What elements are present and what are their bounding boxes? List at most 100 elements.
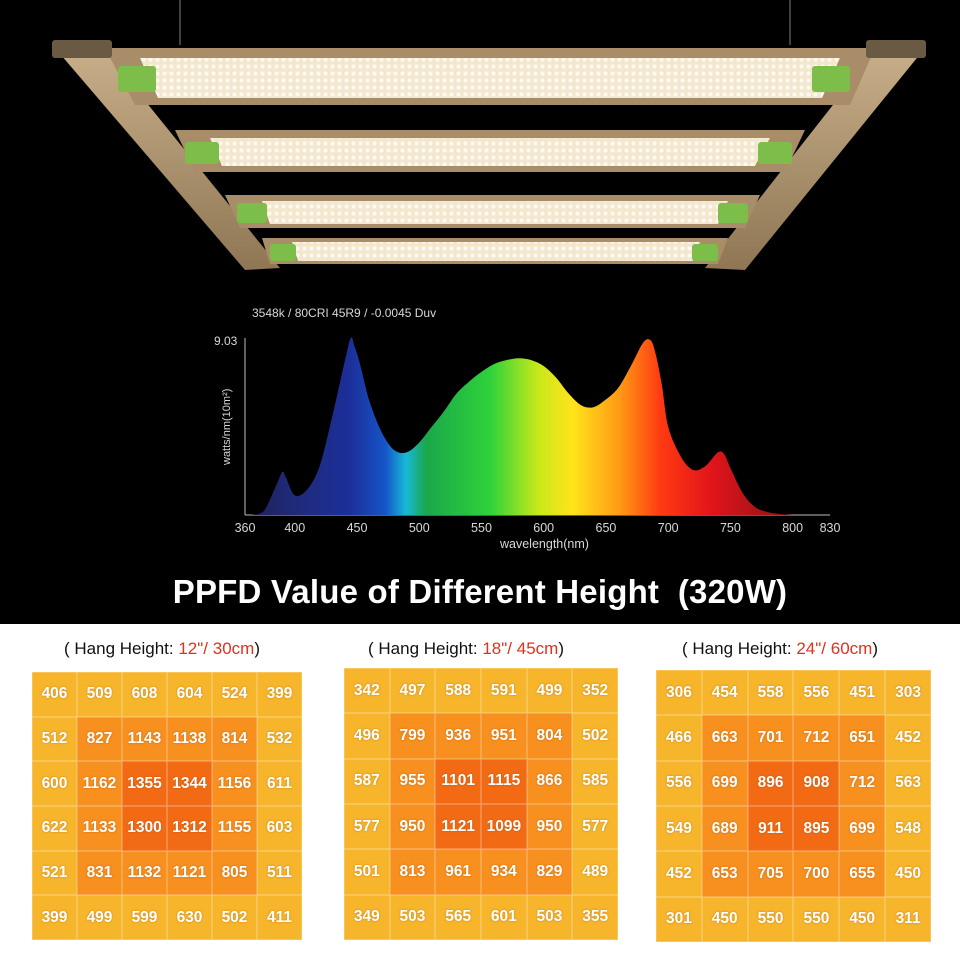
ppfd-cell: 532 <box>257 716 302 762</box>
ppfd-cell: 342 <box>344 668 390 714</box>
ppfd-cell: 450 <box>885 851 931 897</box>
ppfd-cell: 630 <box>167 895 212 940</box>
caption-height-value: 12"/ 30cm <box>178 639 255 658</box>
ppfd-cell: 950 <box>389 803 436 850</box>
x-tick-label: 550 <box>471 521 492 535</box>
ppfd-cell: 450 <box>701 896 748 942</box>
ppfd-cell: 587 <box>344 758 390 804</box>
ppfd-cell: 452 <box>885 715 931 761</box>
ppfd-cell: 1138 <box>167 716 212 762</box>
ppfd-cell: 699 <box>701 760 748 806</box>
ppfd-cell: 1099 <box>481 803 527 850</box>
ppfd-cell: 1101 <box>435 758 481 804</box>
ppfd-cell: 450 <box>839 896 886 942</box>
ppfd-cell: 600 <box>32 761 77 806</box>
ppfd-cell: 550 <box>793 896 840 942</box>
ppfd-cell: 827 <box>77 716 122 762</box>
ppfd-cell: 908 <box>793 760 840 806</box>
ppfd-cell: 577 <box>572 803 618 850</box>
spectrum-area <box>251 337 793 515</box>
ppfd-cell: 1143 <box>122 716 167 762</box>
ppfd-cell: 663 <box>701 715 748 761</box>
ppfd-cell: 466 <box>656 715 702 761</box>
ppfd-cell: 799 <box>389 713 436 759</box>
ppfd-cell: 804 <box>526 713 573 759</box>
grow-light-photo <box>52 0 926 270</box>
ppfd-cell: 499 <box>526 668 573 714</box>
ppfd-cell: 655 <box>839 851 886 897</box>
caption-suffix: ) <box>872 639 878 658</box>
ppfd-cell: 651 <box>839 715 886 761</box>
ppfd-cell: 1133 <box>77 806 122 851</box>
ppfd-value-grid: 406 509 608 604 524 399 512 827 1143 1138 814 532 60… <box>32 672 302 940</box>
ppfd-cell: 303 <box>885 670 931 716</box>
ppfd-cell: 588 <box>435 668 481 714</box>
ppfd-cell: 814 <box>212 716 257 762</box>
hang-height-caption: ( Hang Height: 24"/ 60cm) <box>682 639 878 659</box>
ppfd-cell: 591 <box>481 668 527 714</box>
ppfd-cell: 1162 <box>77 761 122 806</box>
ppfd-cell: 1132 <box>122 850 167 896</box>
x-tick-label: 400 <box>284 521 305 535</box>
y-axis-label: watts/nm(10m²) <box>221 389 233 466</box>
ppfd-cell: 454 <box>701 670 748 716</box>
ppfd-cell: 599 <box>122 895 167 940</box>
ppfd-cell: 509 <box>77 672 122 717</box>
ppfd-cell: 399 <box>32 895 77 940</box>
caption-prefix: ( Hang Height: <box>64 639 179 658</box>
x-axis-label: wavelength(nm) <box>499 537 589 551</box>
ppfd-cell: 1156 <box>212 761 257 806</box>
ppfd-cell: 496 <box>344 713 390 759</box>
ppfd-cell: 499 <box>77 895 122 940</box>
ppfd-cell: 548 <box>885 805 931 852</box>
ppfd-cell: 301 <box>656 896 702 942</box>
ppfd-cell: 550 <box>747 896 794 942</box>
ppfd-cell: 1355 <box>122 761 167 806</box>
ppfd-cell: 349 <box>344 894 390 940</box>
ppfd-cell: 1121 <box>435 803 481 850</box>
ppfd-cell: 700 <box>793 851 840 897</box>
ppfd-cell: 813 <box>389 849 436 895</box>
ppfd-cell: 611 <box>257 761 302 806</box>
ppfd-cell: 1121 <box>167 850 212 896</box>
x-tick-label: 450 <box>347 521 368 535</box>
ppfd-cell: 558 <box>747 670 794 716</box>
ppfd-cell: 451 <box>839 670 886 716</box>
ppfd-cell: 524 <box>212 672 257 717</box>
x-axis-ticks: 360 400 450 500 550 600 650 700 750 800 830 <box>235 521 841 535</box>
ppfd-grid-18in: ( Hang Height: 18"/ 45cm) 342 497 588 591 49… <box>320 624 640 960</box>
ppfd-cell: 1300 <box>122 806 167 851</box>
ppfd-cell: 502 <box>572 713 618 759</box>
ppfd-cell: 866 <box>526 758 573 804</box>
ppfd-cell: 1312 <box>167 806 212 851</box>
ppfd-cell: 604 <box>167 672 212 717</box>
ppfd-cell: 1155 <box>212 806 257 851</box>
ppfd-cell: 934 <box>481 849 527 895</box>
ppfd-cell: 1115 <box>481 758 527 804</box>
ppfd-cell: 950 <box>526 803 573 850</box>
ppfd-cell: 689 <box>701 805 748 852</box>
ppfd-cell: 512 <box>32 716 77 762</box>
ppfd-cell: 502 <box>212 895 257 940</box>
ppfd-cell: 577 <box>344 803 390 850</box>
ppfd-cell: 1344 <box>167 761 212 806</box>
ppfd-cell: 712 <box>793 715 840 761</box>
ppfd-cell: 565 <box>435 894 481 940</box>
x-tick-label: 360 <box>235 521 256 535</box>
ppfd-cell: 895 <box>793 805 840 852</box>
caption-prefix: ( Hang Height: <box>682 639 797 658</box>
x-tick-label: 830 <box>820 521 841 535</box>
x-tick-label: 650 <box>596 521 617 535</box>
x-tick-label: 700 <box>658 521 679 535</box>
hang-height-caption: ( Hang Height: 18"/ 45cm) <box>368 639 564 659</box>
ppfd-cell: 352 <box>572 668 618 714</box>
ppfd-cell: 556 <box>793 670 840 716</box>
ppfd-value-grid: 306 454 558 556 451 303 466 663 701 712 651 452 556 6… <box>656 670 931 942</box>
ppfd-cell: 936 <box>435 713 481 759</box>
spectrum-chart: 3548k / 80CRI 45R9 / -0.0045 Duv 9.03 wa… <box>214 306 841 551</box>
hang-height-caption: ( Hang Height: 12"/ 30cm) <box>64 639 260 659</box>
ppfd-cell: 355 <box>572 894 618 940</box>
ppfd-cell: 831 <box>77 850 122 896</box>
ppfd-value-grid: 342 497 588 591 499 352 496 799 936 951 804 502 587 9… <box>344 668 618 940</box>
ppfd-cell: 911 <box>747 805 794 852</box>
